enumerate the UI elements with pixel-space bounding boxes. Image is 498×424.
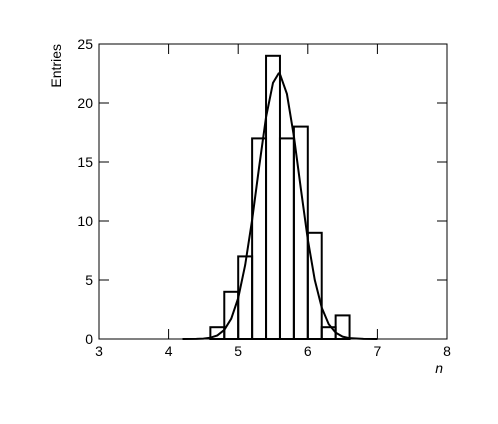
- x-tick-label: 6: [304, 343, 312, 359]
- y-tick-label: 20: [77, 95, 93, 111]
- y-axis-label: Entries: [48, 44, 64, 88]
- x-tick-label: 8: [443, 343, 451, 359]
- x-tick-label: 5: [234, 343, 242, 359]
- x-tick-label: 4: [165, 343, 173, 359]
- x-tick-label: 7: [374, 343, 382, 359]
- y-tick-label: 25: [77, 36, 93, 52]
- fit-curve: [182, 72, 378, 340]
- y-tick-label: 15: [77, 154, 93, 170]
- y-tick-label: 10: [77, 213, 93, 229]
- y-tick-label: 5: [85, 272, 93, 288]
- histogram-bar: [306, 231, 323, 340]
- y-tick-label: 0: [85, 331, 93, 347]
- histogram-bar: [334, 314, 351, 340]
- x-tick-label: 3: [95, 343, 103, 359]
- x-axis-label: n: [435, 360, 443, 376]
